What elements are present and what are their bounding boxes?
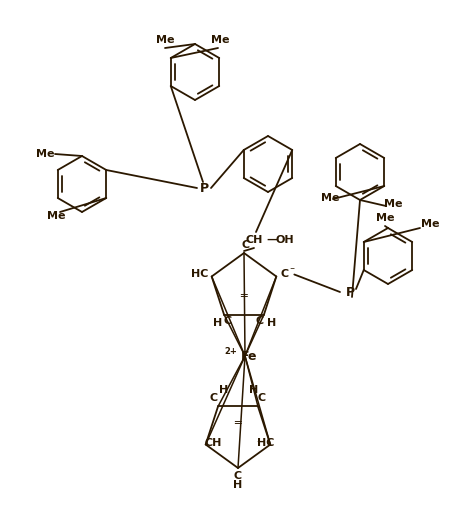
Text: H: H xyxy=(267,318,277,328)
Text: CH: CH xyxy=(205,438,222,447)
Text: H: H xyxy=(233,480,243,490)
Text: OH: OH xyxy=(276,235,294,245)
Text: Me: Me xyxy=(156,35,174,45)
Text: C: C xyxy=(258,394,266,403)
Text: Me: Me xyxy=(47,211,65,221)
Text: P: P xyxy=(200,181,209,194)
Text: 2+: 2+ xyxy=(225,347,237,356)
Text: C: C xyxy=(280,269,288,279)
Text: C: C xyxy=(234,471,242,481)
Text: H: H xyxy=(249,386,259,396)
Text: C: C xyxy=(242,240,250,250)
Text: H: H xyxy=(219,386,228,396)
Text: Me: Me xyxy=(211,35,229,45)
Text: Me: Me xyxy=(421,219,439,229)
Text: Me: Me xyxy=(321,193,339,203)
Text: Me: Me xyxy=(376,213,394,223)
Text: ═: ═ xyxy=(235,417,241,427)
Text: H: H xyxy=(213,318,223,328)
Text: Fe: Fe xyxy=(241,350,257,363)
Text: —: — xyxy=(266,235,278,245)
Text: ═: ═ xyxy=(241,290,247,300)
Text: Me: Me xyxy=(36,149,54,159)
Text: C: C xyxy=(224,315,232,325)
Text: HC: HC xyxy=(191,269,209,279)
Text: HC: HC xyxy=(256,438,274,447)
Text: ⁻: ⁻ xyxy=(256,438,261,447)
Text: C: C xyxy=(256,315,264,325)
Text: Me: Me xyxy=(384,199,402,209)
Text: P: P xyxy=(346,286,355,299)
Text: ⁻: ⁻ xyxy=(290,267,295,277)
Text: CH: CH xyxy=(246,235,263,245)
Text: C: C xyxy=(210,394,218,403)
